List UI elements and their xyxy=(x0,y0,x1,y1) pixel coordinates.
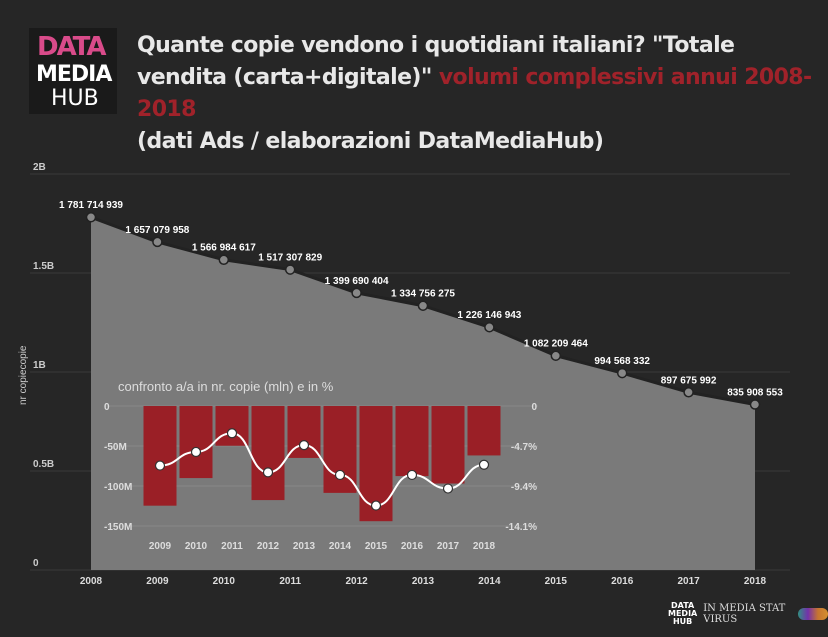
inset-pct-point xyxy=(226,428,238,439)
inset-pct-point xyxy=(334,469,346,481)
data-point xyxy=(417,300,429,311)
data-point xyxy=(749,399,761,410)
inset-pct-point xyxy=(298,440,310,451)
data-point xyxy=(351,287,362,299)
x-tick-label: 2011 xyxy=(279,576,301,587)
inset-x-label: 2010 xyxy=(185,541,208,552)
inset-pct-point xyxy=(262,467,274,478)
data-label: 1 781 714 939 xyxy=(59,200,123,211)
inset-pct-line xyxy=(159,432,485,507)
data-point xyxy=(284,264,296,275)
inset-x-label: 2015 xyxy=(365,541,388,552)
inset-pct-point xyxy=(442,483,454,494)
data-label: 1 334 756 275 xyxy=(391,289,455,300)
inset-left-tick: -100M xyxy=(104,482,132,493)
inset-left-tick: -150M xyxy=(104,522,132,533)
inset-bar xyxy=(467,406,501,456)
page-title: Quante copie vendono i quotidiani italia… xyxy=(137,30,827,158)
footer-logo: DATA MEDIA HUB xyxy=(668,601,698,626)
inset-pct-point xyxy=(190,446,202,458)
x-tick-label: 2015 xyxy=(545,576,568,587)
x-tick-label: 2010 xyxy=(213,576,236,587)
y-tick-label: 0.5B xyxy=(33,459,54,470)
datamediahub-logo: DATA MEDIA HUB xyxy=(29,28,117,114)
inset-pct-point xyxy=(406,469,418,481)
inset-bar xyxy=(143,406,177,506)
y-axis-label: nr copiecopie xyxy=(18,345,29,405)
inset-x-label: 2017 xyxy=(437,541,460,552)
data-point xyxy=(683,387,694,398)
inset-pct-point xyxy=(370,500,382,511)
inset-bar xyxy=(395,406,429,477)
title-part1: Quante copie vendono i quotidiani italia… xyxy=(137,33,735,90)
inset-x-label: 2016 xyxy=(401,541,424,552)
inset-x-label: 2014 xyxy=(329,541,352,552)
data-point xyxy=(85,211,97,223)
title-part2: (dati Ads / elaborazioni DataMediaHub) xyxy=(137,129,604,154)
footer: DATA MEDIA HUB IN MEDIA STAT VIRUS xyxy=(668,602,828,626)
data-label: 1 226 146 943 xyxy=(457,310,521,321)
data-label: 835 908 553 xyxy=(727,387,783,398)
inset-x-label: 2012 xyxy=(257,541,280,552)
inset-x-label: 2013 xyxy=(293,541,316,552)
title-highlight: volumi complessivi annui 2008-2018 xyxy=(137,65,812,122)
y-tick-label: 2B xyxy=(33,162,46,173)
inset-pct-point xyxy=(154,460,166,471)
x-tick-label: 2016 xyxy=(611,576,634,587)
inset-bar xyxy=(179,406,213,479)
y-tick-label: 0 xyxy=(33,558,39,569)
x-tick-label: 2018 xyxy=(744,576,767,587)
inset-right-tick: 0 xyxy=(531,402,537,413)
data-label: 994 568 332 xyxy=(594,356,650,367)
data-point xyxy=(484,321,495,333)
inset-x-label: 2011 xyxy=(221,541,243,552)
y-tick-label: 1B xyxy=(33,360,46,371)
x-tick-label: 2013 xyxy=(412,576,435,587)
inset-title: confronto a/a in nr. copie (mln) e in % xyxy=(118,379,334,394)
footer-text: IN MEDIA STAT VIRUS xyxy=(703,603,786,625)
x-tick-label: 2008 xyxy=(80,576,103,587)
inset-right-tick: -14.1% xyxy=(505,522,537,533)
data-point xyxy=(616,367,628,379)
inset-x-label: 2018 xyxy=(473,541,496,552)
inset-pct-point xyxy=(478,459,490,470)
x-tick-label: 2017 xyxy=(677,576,700,587)
inset-left-tick: -50M xyxy=(104,442,127,453)
y-tick-label: 1.5B xyxy=(33,261,54,272)
data-point xyxy=(152,236,163,248)
x-tick-label: 2012 xyxy=(345,576,368,587)
data-label: 1 517 307 829 xyxy=(258,253,322,264)
logo-media: MEDIA xyxy=(36,62,112,87)
x-tick-label: 2014 xyxy=(478,576,501,587)
logo-data: DATA xyxy=(37,32,107,62)
inset-right-tick: -9.4% xyxy=(511,482,537,493)
inset-bar xyxy=(251,406,285,501)
inset-bar xyxy=(431,406,465,484)
inset-right-tick: -4.7% xyxy=(511,442,537,453)
data-label: 1 657 079 958 xyxy=(125,225,189,236)
data-point xyxy=(550,350,562,361)
x-tick-label: 2009 xyxy=(146,576,169,587)
data-label: 897 675 992 xyxy=(661,375,717,386)
footer-graphic xyxy=(798,608,828,620)
logo-hub: HUB xyxy=(51,86,99,111)
data-label: 1 399 690 404 xyxy=(325,276,389,287)
data-label: 1 566 984 617 xyxy=(192,243,256,254)
data-point xyxy=(218,254,230,265)
inset-left-tick: 0 xyxy=(104,402,110,413)
inset-x-label: 2009 xyxy=(149,541,172,552)
data-label: 1 082 209 464 xyxy=(524,339,588,350)
